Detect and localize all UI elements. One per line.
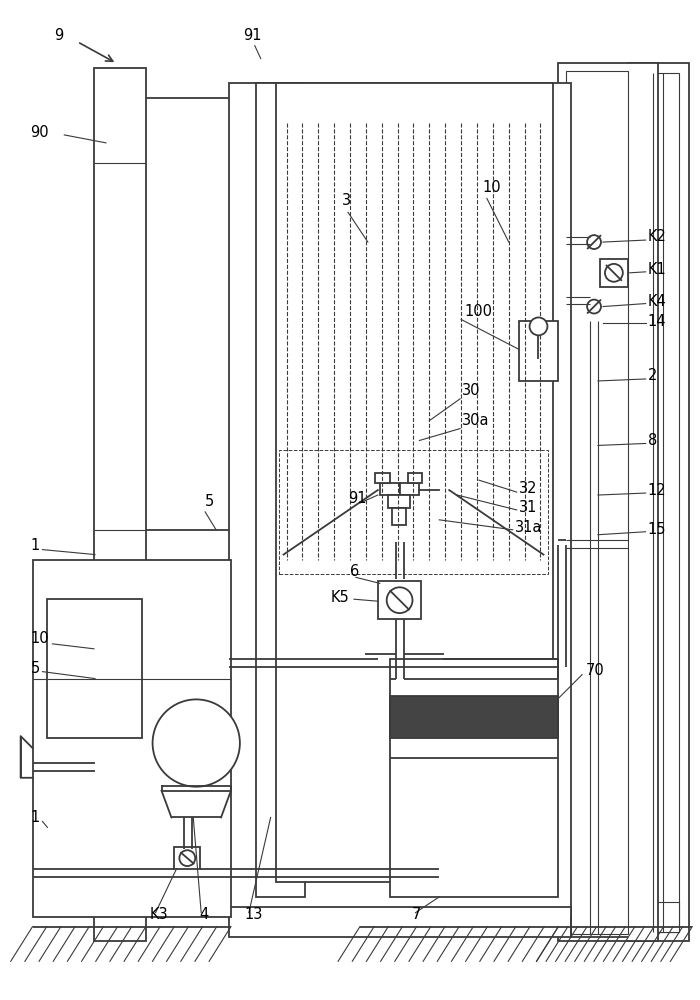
Bar [374, 473, 390, 483]
Bar [519, 321, 559, 381]
Text: K5: K5 [330, 590, 349, 605]
Circle shape [153, 699, 240, 787]
Bar [390, 696, 559, 738]
Bar [638, 902, 680, 932]
Bar [388, 495, 409, 508]
Text: 13: 13 [245, 907, 263, 922]
Text: 1: 1 [31, 810, 40, 825]
Text: 5: 5 [31, 661, 40, 676]
Text: 30: 30 [462, 383, 481, 398]
Bar [566, 71, 628, 934]
Circle shape [386, 587, 412, 613]
Text: 6: 6 [350, 564, 359, 579]
Text: 32: 32 [519, 481, 537, 496]
Text: 12: 12 [648, 483, 666, 498]
Bar [638, 73, 680, 932]
Bar [229, 907, 571, 937]
Bar [390, 659, 559, 897]
Text: 30a: 30a [462, 413, 489, 428]
Text: 15: 15 [648, 522, 666, 537]
Text: 7: 7 [412, 907, 421, 922]
Bar [256, 83, 305, 897]
Circle shape [530, 317, 547, 335]
Text: K4: K4 [648, 294, 666, 309]
Bar [600, 259, 628, 287]
Bar [174, 847, 200, 869]
Text: 31a: 31a [514, 520, 542, 535]
Bar [559, 63, 657, 941]
Text: 91: 91 [243, 28, 261, 43]
Circle shape [587, 235, 601, 249]
Text: K2: K2 [648, 229, 666, 244]
Text: 31: 31 [519, 500, 537, 515]
Bar [32, 560, 231, 917]
Text: 91: 91 [348, 491, 367, 506]
Text: 9: 9 [55, 28, 64, 43]
Bar [392, 508, 405, 525]
Bar [407, 473, 422, 483]
Bar [94, 68, 146, 941]
Text: 2: 2 [648, 368, 657, 383]
Text: 14: 14 [648, 314, 666, 329]
Circle shape [605, 264, 623, 282]
Text: 70: 70 [586, 663, 605, 678]
Bar [229, 83, 571, 917]
Bar [279, 450, 548, 574]
Bar [276, 83, 554, 882]
Bar [380, 483, 400, 495]
Text: 10: 10 [31, 631, 49, 646]
Bar [48, 599, 141, 738]
Text: 10: 10 [483, 180, 502, 195]
Text: 4: 4 [199, 907, 209, 922]
Circle shape [587, 300, 601, 313]
Text: 8: 8 [648, 433, 657, 448]
Text: 90: 90 [31, 125, 49, 140]
Text: 1: 1 [31, 538, 40, 553]
Text: K3: K3 [150, 907, 168, 922]
Text: 100: 100 [464, 304, 492, 319]
Text: K1: K1 [648, 262, 666, 277]
Circle shape [179, 850, 195, 866]
Text: 3: 3 [342, 193, 351, 208]
Bar [400, 483, 419, 495]
Bar [628, 63, 690, 941]
Text: 5: 5 [205, 494, 214, 509]
Bar [378, 581, 421, 619]
